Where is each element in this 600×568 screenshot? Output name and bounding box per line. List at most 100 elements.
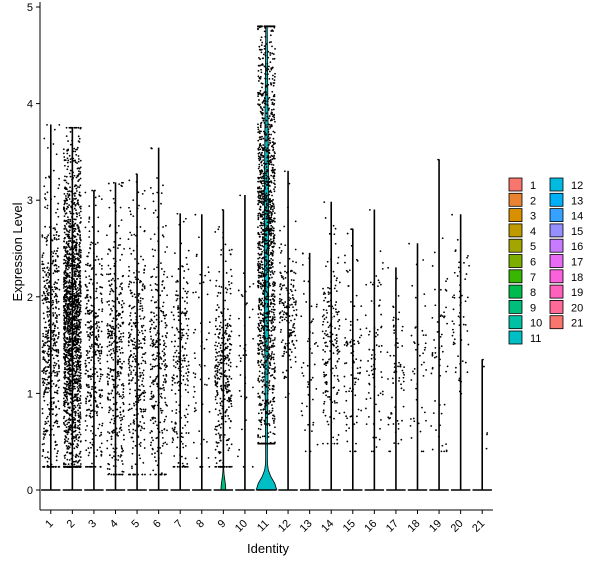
point xyxy=(64,359,67,362)
point xyxy=(153,233,156,236)
point xyxy=(73,315,76,317)
point xyxy=(89,278,92,281)
point xyxy=(78,270,81,273)
point xyxy=(121,306,124,308)
point xyxy=(151,248,154,251)
point xyxy=(271,316,274,318)
point xyxy=(194,357,196,360)
point xyxy=(166,332,169,334)
point xyxy=(47,387,50,389)
point xyxy=(220,389,223,391)
point xyxy=(214,448,217,451)
point xyxy=(151,345,154,348)
point xyxy=(76,347,79,350)
point xyxy=(78,312,81,315)
point xyxy=(180,336,183,339)
point xyxy=(221,326,223,329)
point xyxy=(217,306,220,309)
point xyxy=(75,357,78,360)
point xyxy=(115,348,118,351)
point xyxy=(134,322,137,325)
point xyxy=(127,275,130,278)
point xyxy=(58,234,60,237)
point xyxy=(70,397,73,400)
point xyxy=(221,407,224,410)
point xyxy=(111,309,113,312)
point xyxy=(138,293,141,295)
point xyxy=(85,414,88,417)
point xyxy=(65,265,68,267)
point xyxy=(224,342,227,345)
point xyxy=(116,350,119,353)
point xyxy=(132,440,135,443)
point xyxy=(121,463,124,465)
point xyxy=(157,240,160,243)
point xyxy=(54,344,57,347)
point xyxy=(90,241,93,244)
point xyxy=(129,364,131,367)
point xyxy=(89,320,92,323)
point xyxy=(45,243,48,246)
point xyxy=(76,339,79,342)
point xyxy=(73,223,75,226)
point xyxy=(133,305,136,308)
point xyxy=(41,412,44,415)
point xyxy=(79,369,82,372)
point xyxy=(79,395,82,397)
point xyxy=(92,330,95,333)
point xyxy=(84,372,87,375)
point xyxy=(225,382,227,384)
point xyxy=(56,295,59,298)
point xyxy=(226,322,229,325)
point xyxy=(258,235,261,238)
point xyxy=(187,432,190,434)
point xyxy=(68,253,70,256)
point xyxy=(138,281,141,284)
point xyxy=(69,271,71,274)
point xyxy=(183,300,186,303)
point xyxy=(274,120,276,123)
point xyxy=(267,435,270,438)
violin-15 xyxy=(351,228,354,491)
point xyxy=(79,291,82,294)
point xyxy=(63,376,65,379)
point xyxy=(75,266,78,269)
point xyxy=(257,286,260,289)
point xyxy=(41,408,44,410)
point xyxy=(151,296,154,298)
point xyxy=(75,153,78,156)
point xyxy=(76,162,79,165)
point xyxy=(64,395,67,398)
point xyxy=(121,253,123,256)
point xyxy=(64,186,67,189)
point xyxy=(176,436,179,439)
point xyxy=(79,242,81,245)
point xyxy=(205,384,208,386)
point xyxy=(153,301,156,304)
point xyxy=(76,341,79,344)
point xyxy=(128,392,131,395)
violin-6 xyxy=(157,147,160,491)
point xyxy=(46,123,48,126)
point xyxy=(114,339,116,342)
point xyxy=(153,315,156,318)
point xyxy=(110,283,113,286)
point xyxy=(153,380,156,383)
point xyxy=(65,228,68,231)
point xyxy=(150,335,152,338)
point xyxy=(144,410,146,413)
point xyxy=(138,339,141,342)
point xyxy=(175,294,177,296)
point xyxy=(138,204,140,207)
point xyxy=(44,370,47,373)
point xyxy=(175,327,178,330)
point xyxy=(221,415,223,418)
point xyxy=(54,420,57,423)
point xyxy=(142,258,145,261)
point xyxy=(64,435,67,438)
point xyxy=(71,202,74,204)
point xyxy=(271,276,273,279)
point xyxy=(77,409,80,412)
point xyxy=(263,249,266,252)
point xyxy=(63,164,66,167)
